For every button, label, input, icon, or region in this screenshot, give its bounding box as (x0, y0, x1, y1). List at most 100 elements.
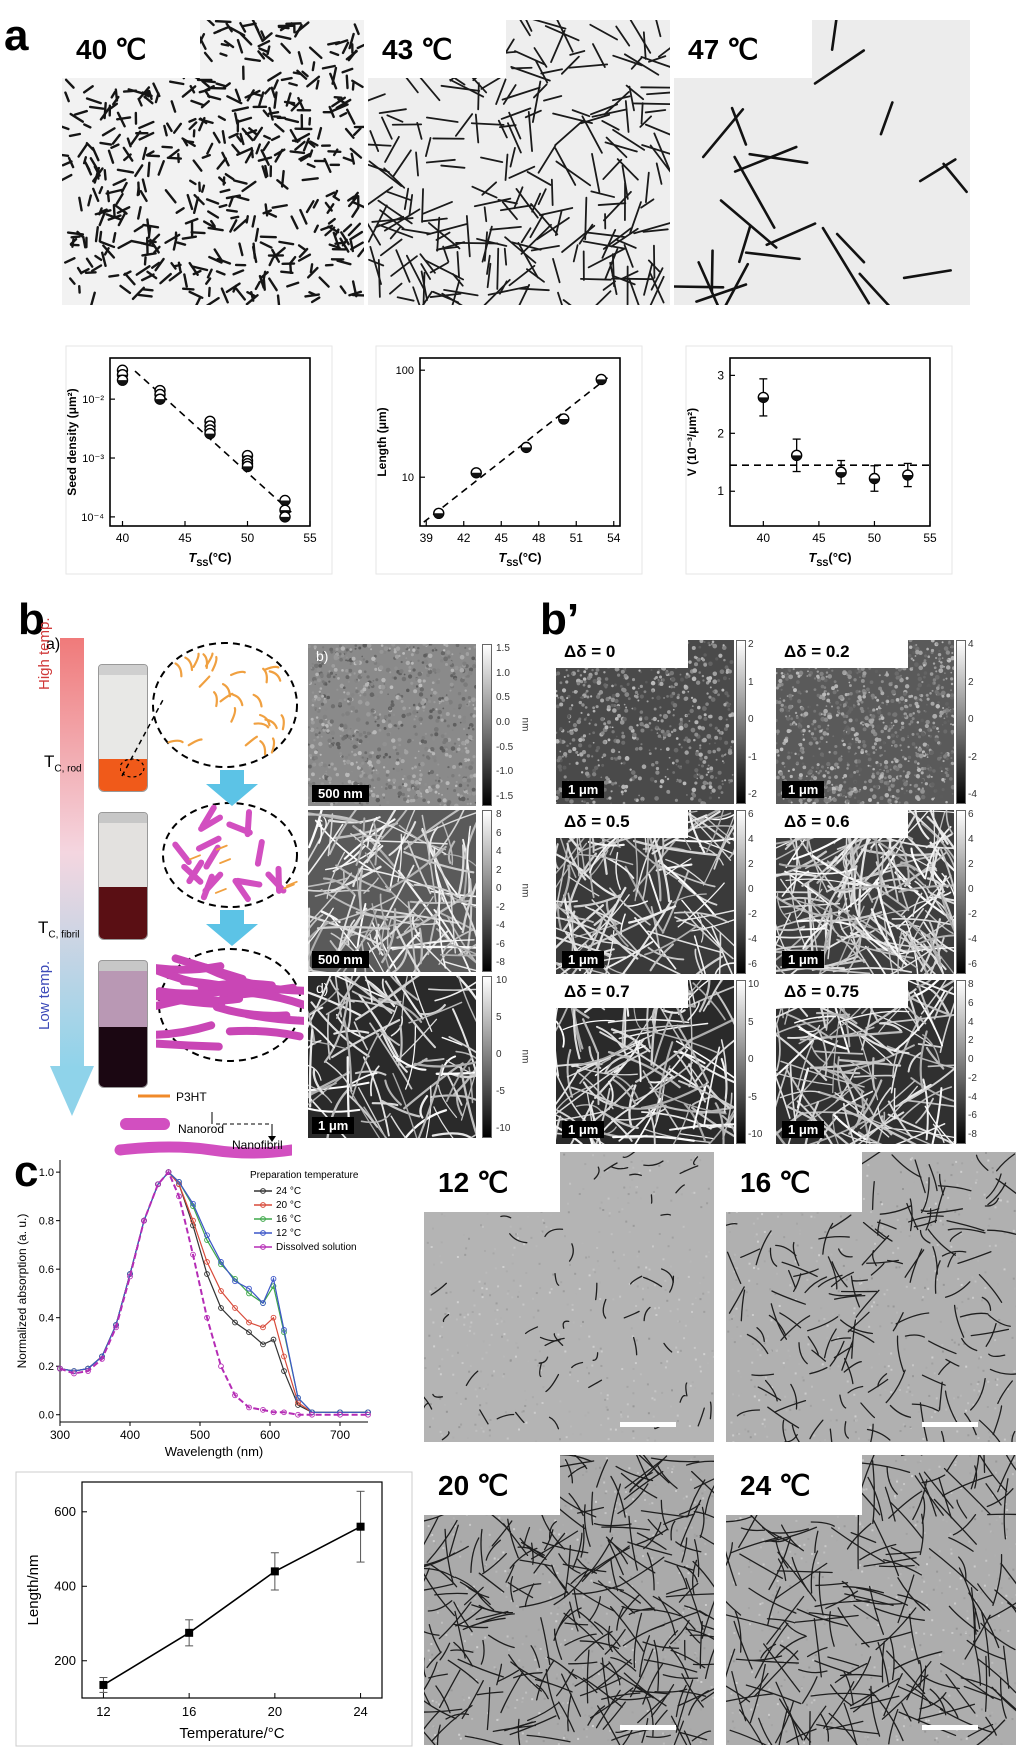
afm-texture (556, 810, 734, 974)
colorbar-tick-label: 1.0 (496, 667, 510, 679)
colorbar (956, 640, 966, 804)
colorbar (956, 810, 966, 974)
colorbar-tick-label: 0 (968, 714, 974, 725)
data-point (270, 1283, 277, 1289)
low-temp-label: Low temp. (36, 960, 53, 1030)
colorbar (956, 980, 966, 1144)
tem-texture (726, 1455, 1016, 1745)
data-point (260, 1341, 266, 1348)
data-point (295, 1394, 301, 1401)
colorbar-tick-label: 0.0 (496, 717, 510, 728)
colorbar-tick-label: -10 (496, 1123, 511, 1134)
data-point (260, 1407, 266, 1413)
y-tick-label: 0.6 (39, 1264, 54, 1276)
colorbar-tick-label: -4 (968, 1091, 977, 1103)
colorbar (482, 644, 492, 806)
x-tick-label: 45 (812, 531, 826, 545)
data-point (190, 1217, 196, 1224)
uv-vis-chart: 300 400 500 600 700 0.0 0.2 0.4 0.6 0.8 1.0 Wavelen… (14, 1150, 414, 1462)
colorbar-tick-label: 6 (968, 809, 974, 820)
micrograph-label: 24 ℃ (726, 1455, 862, 1515)
tc-fibril-label: TC, fibril (38, 918, 80, 941)
colorbar-tick-label: 4 (968, 639, 974, 650)
afm-image-d: d) 1 μm (308, 976, 476, 1138)
colorbar-tick-label: -1.5 (496, 791, 514, 802)
afm-image-bprime: Δδ = 0.75 1 μm (776, 980, 954, 1144)
x-tick-label: 50 (241, 531, 255, 545)
x-tick-label: 55 (923, 531, 937, 545)
colorbar-tick-label: 4 (748, 834, 754, 845)
afm-image-b: b) 500 nm (308, 644, 476, 806)
data-point (520, 441, 532, 454)
colorbar-tick-label: -6 (748, 959, 757, 970)
plot-frame (729, 357, 931, 527)
data-point (270, 1336, 277, 1343)
scale-bar: 500 nm (312, 785, 369, 802)
colorbar-tick-label: 10 (748, 979, 760, 990)
afm-image-bprime: Δδ = 0.5 1 μm (556, 810, 734, 974)
data-point (595, 373, 607, 386)
colorbar-tick-label: 1 (748, 676, 754, 688)
legend-entry: 16 °C (276, 1214, 301, 1225)
data-point (868, 472, 881, 485)
data-point (757, 391, 770, 404)
data-point (165, 1169, 172, 1175)
data-point (270, 1314, 277, 1321)
schematic-chains (167, 652, 285, 756)
colorbar-ticks: 8 6 4 2 0 -2 -4 -6 -8 (968, 979, 988, 1144)
data-point (155, 1181, 161, 1188)
colorbar (736, 980, 746, 1144)
colorbar-tick-label: 0 (496, 1049, 502, 1060)
x-tick-label: 700 (330, 1428, 350, 1442)
temperature-arrow (50, 638, 94, 1118)
x-tick-label: 300 (50, 1428, 70, 1442)
length-plot: 12 16 20 24 200 400 600 Temperature/°C Length/nm (15, 1471, 413, 1747)
y-axis-label: Seed density (μm²) (65, 388, 79, 495)
micrograph-a-47: 47 ℃ (674, 20, 970, 305)
afm-image-bprime: Δδ = 0.2 1 μm (776, 640, 954, 804)
colorbar-tick-label: -1.0 (496, 766, 514, 778)
colorbar-tick-label: 2 (748, 859, 754, 870)
afm-image-c: c) 500 nm (308, 810, 476, 972)
tc-rod-label: TC, rod (44, 752, 82, 775)
x-axis-label: TSS(°C) (808, 550, 851, 568)
transition-arrow-icon (206, 910, 258, 946)
data-point (902, 469, 914, 481)
y-tick-label: 10 (402, 472, 414, 484)
data-point (279, 511, 291, 523)
colorbar-tick-label: -6 (968, 959, 977, 970)
colorbar-tick-label: 4 (496, 846, 502, 857)
colorbar-tick-label: 2 (968, 859, 974, 870)
afm-image-bprime: Δδ = 0.7 1 μm (556, 980, 734, 1144)
micrograph-label: 12 ℃ (424, 1152, 560, 1212)
x-tick-label: 600 (260, 1428, 280, 1442)
colorbar-tick-label: -10 (748, 1129, 763, 1140)
data-point (232, 1319, 238, 1326)
tem-texture (424, 1455, 714, 1745)
x-axis-label: TSS(°C) (498, 550, 541, 568)
data-point (218, 1363, 224, 1370)
colorbar-tick-label: 0 (496, 883, 502, 894)
colorbar-tick-label: 4 (968, 1016, 974, 1028)
colorbar-tick-label: 5 (496, 1012, 502, 1023)
colorbar-tick-label: -8 (496, 957, 505, 968)
y-tick-label: 0.4 (39, 1313, 54, 1325)
colorbar-tick-label: 10 (496, 975, 508, 986)
sub-label-b: b) (316, 648, 329, 664)
scale-bar: 1 μm (782, 781, 825, 798)
series-0 (57, 1169, 371, 1416)
colorbar (736, 640, 746, 804)
tem-texture (726, 1152, 1016, 1442)
colorbar-tick-label: -4 (496, 920, 505, 931)
data-point (337, 1411, 343, 1418)
scale-bar: 1 μm (562, 781, 605, 798)
colorbar-tick-label: 2 (968, 1035, 974, 1047)
data-point (218, 1259, 224, 1265)
data-point (154, 393, 166, 405)
micrograph-texture (62, 20, 364, 305)
data-point (246, 1319, 252, 1326)
x-tick-label: 55 (303, 531, 317, 545)
y-tick-label: 600 (54, 1504, 76, 1519)
delta-label: Δδ = 0.75 (776, 980, 908, 1008)
colorbar-tick-label: -5 (748, 1091, 757, 1103)
